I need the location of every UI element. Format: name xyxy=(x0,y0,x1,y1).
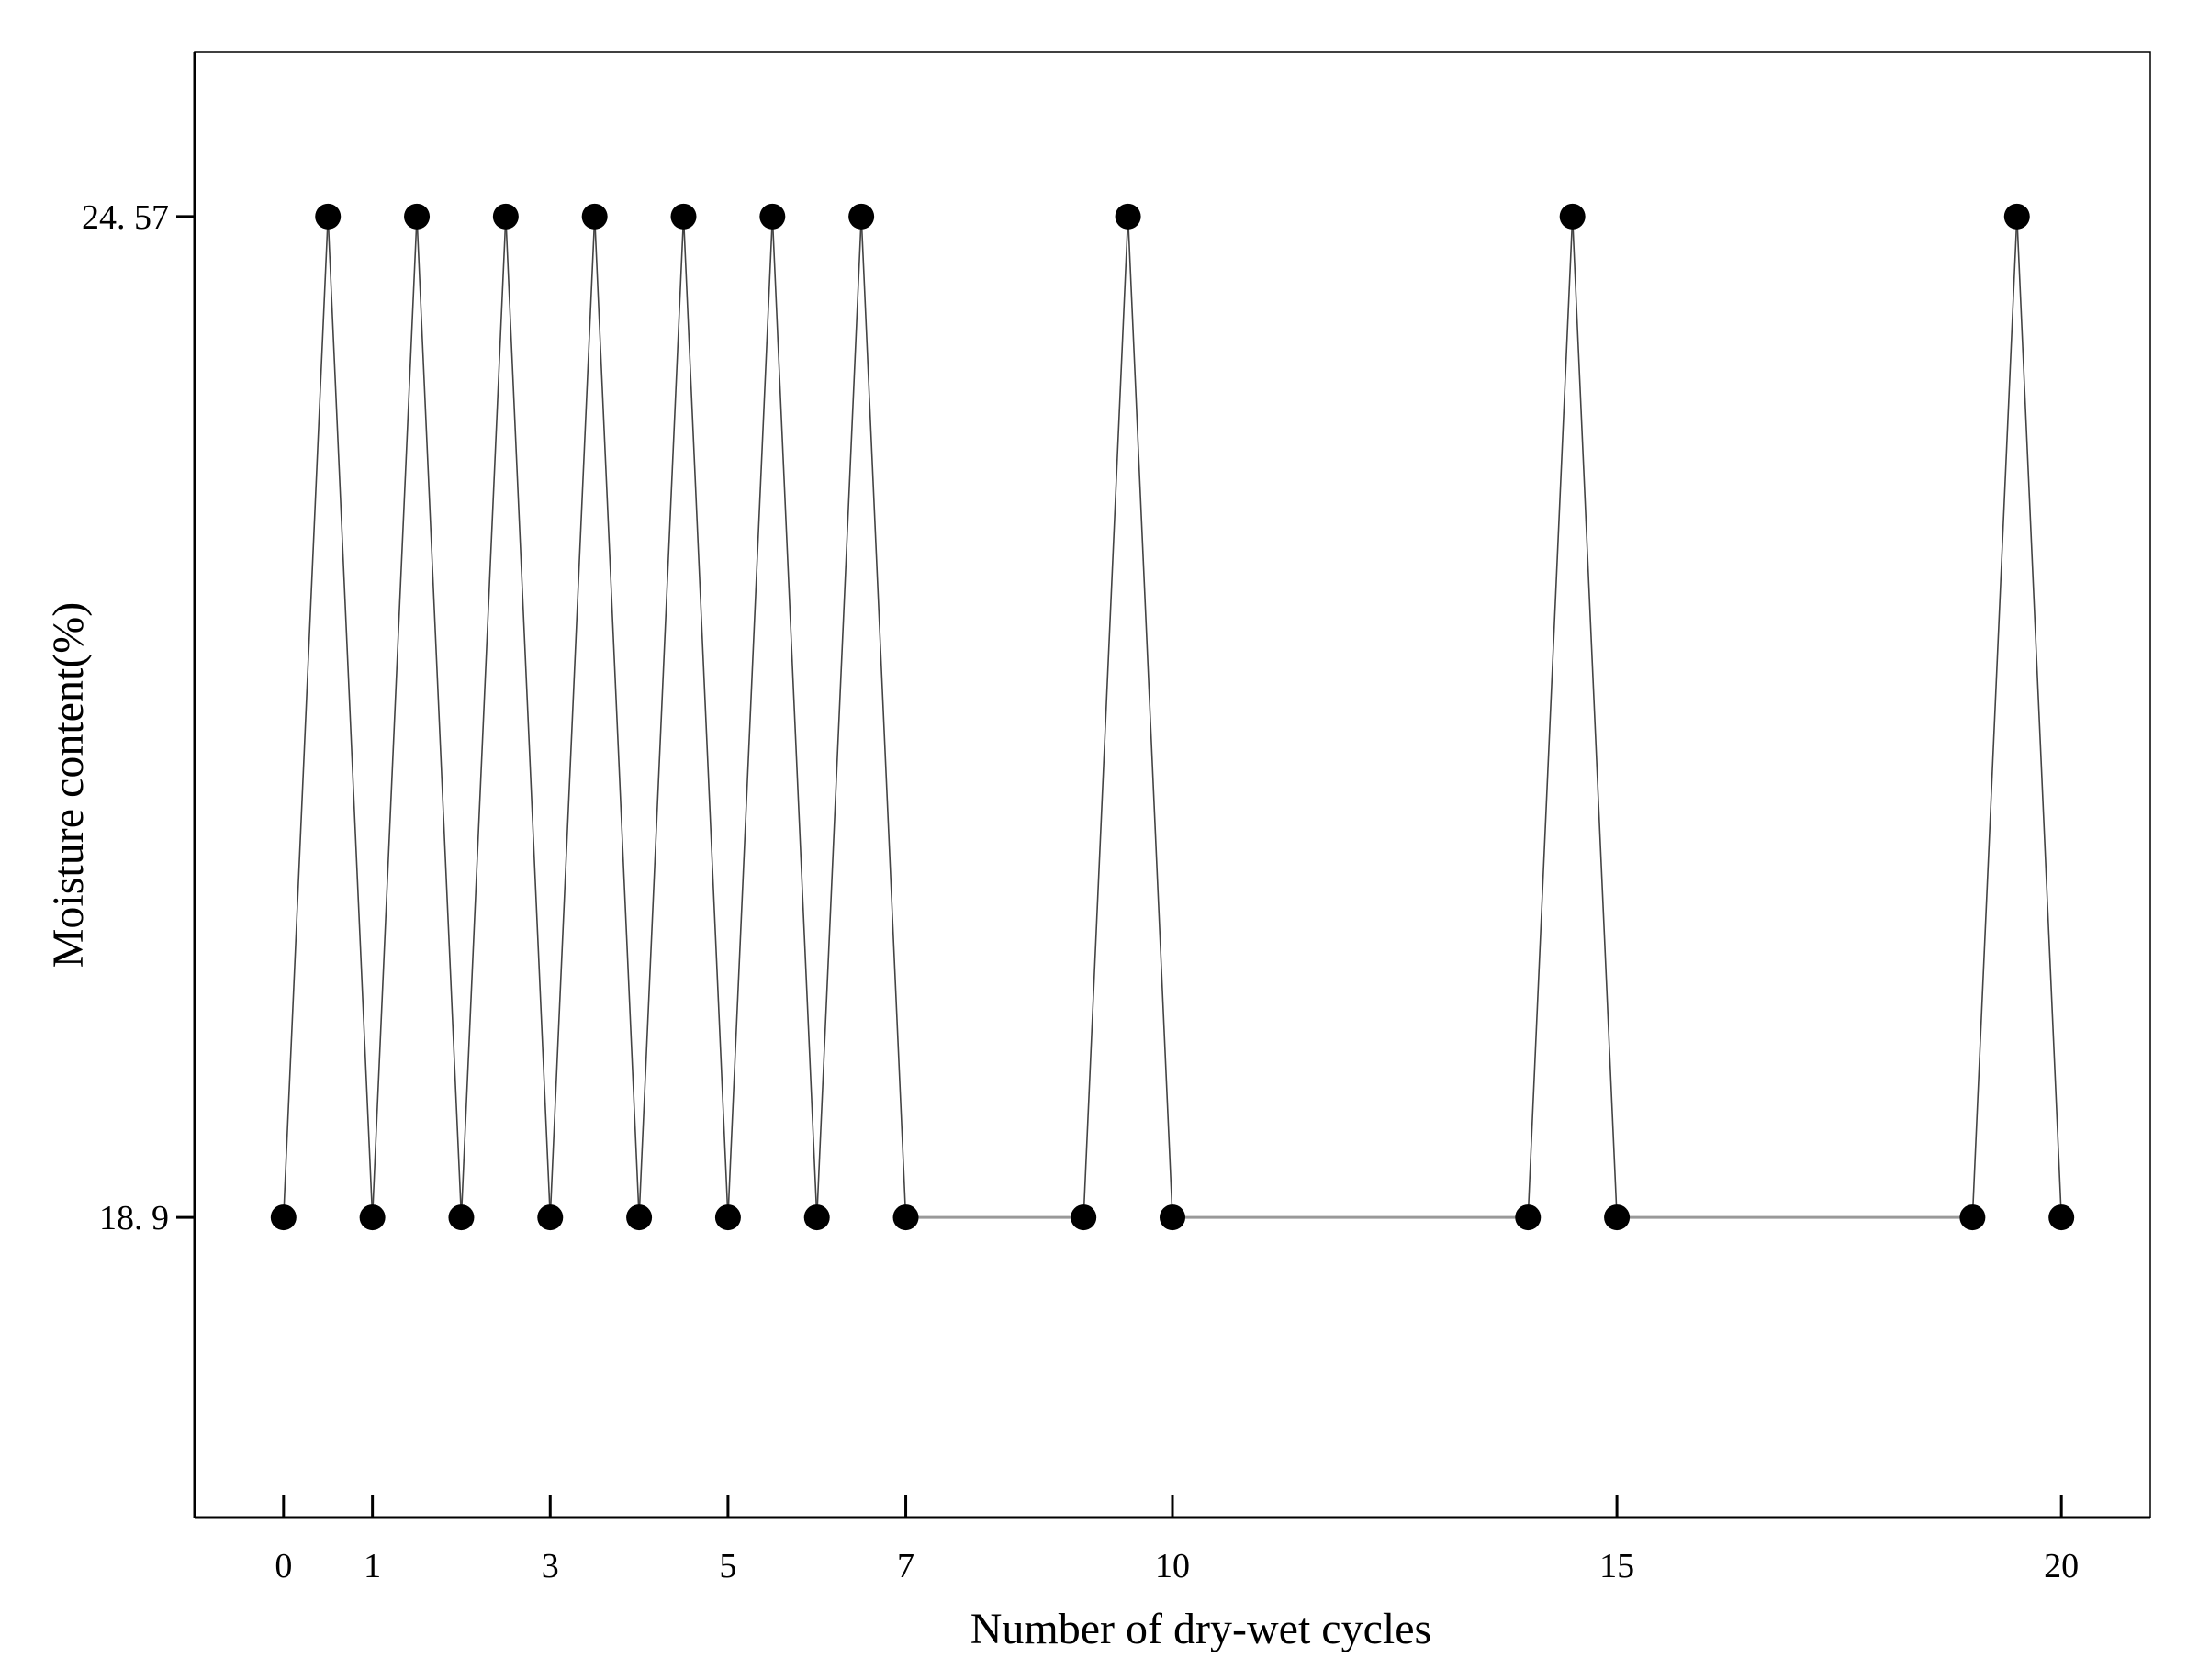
series-segment xyxy=(1082,216,1129,1218)
data-point xyxy=(626,1204,653,1231)
data-point xyxy=(1559,203,1586,230)
x-tick-label: 15 xyxy=(1599,1547,1634,1585)
series-segment xyxy=(460,216,507,1218)
data-point xyxy=(714,1204,741,1231)
series-segment xyxy=(283,216,330,1218)
data-point xyxy=(2048,1204,2075,1231)
data-point xyxy=(359,1204,386,1231)
series-segment xyxy=(371,216,418,1218)
series-segment xyxy=(860,216,907,1218)
series-segment xyxy=(505,216,552,1218)
y-ticks: 18. 9 24. 57 xyxy=(82,198,195,1238)
x-ticks: 0 1 3 5 7 10 15 20 xyxy=(275,1495,2079,1585)
data-point xyxy=(670,203,697,230)
series-segment xyxy=(549,216,596,1218)
data-point xyxy=(1115,203,1141,230)
data-point xyxy=(448,1204,475,1231)
data-point xyxy=(1160,1204,1185,1231)
series-segment xyxy=(1571,216,1618,1218)
series-segment xyxy=(727,216,774,1218)
plot-frame xyxy=(194,51,2151,1518)
series-segment xyxy=(327,216,374,1218)
x-axis-title: Number of dry-wet cycles xyxy=(970,1605,1431,1653)
y-tick-label: 18. 9 xyxy=(99,1199,169,1238)
series-segment xyxy=(593,216,640,1218)
series-segment xyxy=(815,216,862,1218)
data-point xyxy=(892,1204,919,1231)
data-point xyxy=(492,203,519,230)
data-point xyxy=(1604,1204,1631,1231)
series-segment xyxy=(1127,216,1173,1218)
x-tick-label: 20 xyxy=(2044,1547,2079,1585)
series-segment xyxy=(682,216,729,1218)
series-segment xyxy=(638,216,685,1218)
y-axis-title: Moisture content(%) xyxy=(44,602,93,969)
x-tick-label: 3 xyxy=(542,1547,559,1585)
series-layer xyxy=(283,216,2062,1219)
data-point xyxy=(803,1204,830,1231)
x-tick-label: 0 xyxy=(275,1547,292,1585)
data-point xyxy=(270,1204,297,1231)
marker-layer xyxy=(270,203,2075,1231)
data-point xyxy=(2003,203,2030,230)
series-segment xyxy=(2015,216,2062,1218)
x-tick-label: 1 xyxy=(364,1547,381,1585)
data-point xyxy=(759,203,786,230)
data-point xyxy=(1515,1204,1542,1231)
data-point xyxy=(581,203,608,230)
series-segment xyxy=(1527,216,1574,1218)
data-point xyxy=(315,203,342,230)
series-segment xyxy=(416,216,463,1218)
data-point xyxy=(848,203,875,230)
x-tick-label: 5 xyxy=(719,1547,736,1585)
data-point xyxy=(1959,1204,1986,1231)
data-point xyxy=(404,203,431,230)
data-point xyxy=(537,1204,564,1231)
series-segment xyxy=(771,216,818,1218)
y-tick-label: 24. 57 xyxy=(82,198,169,237)
x-tick-label: 10 xyxy=(1155,1547,1190,1585)
series-segment xyxy=(1971,216,2018,1218)
data-point xyxy=(1071,1204,1097,1231)
x-tick-label: 7 xyxy=(897,1547,914,1585)
